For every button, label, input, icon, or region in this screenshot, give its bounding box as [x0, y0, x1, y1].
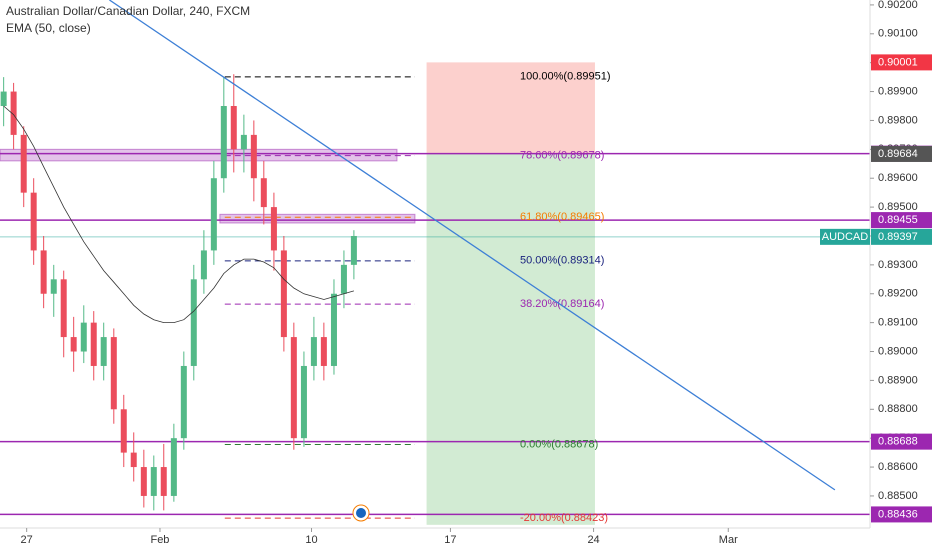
candle-body: [20, 134, 27, 193]
candle-body: [40, 250, 47, 294]
candle-body: [350, 235, 357, 265]
candle-body: [290, 337, 297, 439]
chart-title: Australian Dollar/Canadian Dollar, 240, …: [6, 4, 250, 18]
stop-tag: [871, 54, 932, 71]
symbol-tag-text: AUDCAD: [822, 231, 869, 243]
candle-body: [120, 409, 127, 453]
y-tick-label: 0.90100: [878, 28, 918, 40]
candle-body: [330, 293, 337, 366]
level-tag: [871, 433, 932, 450]
event-icon: [352, 504, 370, 522]
fib-label: 61.80%(0.89465): [520, 211, 604, 223]
fib-label: 50.00%(0.89314): [520, 255, 604, 267]
candle-body: [180, 365, 187, 439]
fib-label: 0.00%(0.88678): [520, 438, 598, 450]
fib-label: 100.00%(0.89951): [520, 71, 611, 83]
candle-body: [220, 106, 227, 179]
candle-body: [320, 337, 327, 366]
target-zone: [426, 153, 595, 525]
candle-body: [240, 134, 247, 150]
fib-label: -20.00%(0.88423): [520, 512, 608, 524]
plot: 100.00%(0.89951) 78.60%(0.89678) 61.80%(0.…: [0, 0, 870, 525]
x-tick-label: Feb: [150, 534, 169, 546]
candle-body: [310, 337, 317, 366]
candle-body: [260, 178, 267, 208]
y-tick-label: 0.89800: [878, 114, 918, 126]
candle-body: [90, 322, 97, 366]
zone: [0, 148, 398, 162]
x-tick-label: Mar: [719, 534, 738, 546]
fib-label: 38.20%(0.89164): [520, 298, 604, 310]
y-tick-label: 0.90200: [878, 0, 918, 11]
entry-tag: [871, 145, 932, 162]
level-tag-text: 0.89455: [878, 214, 918, 226]
candle-body: [110, 337, 117, 410]
y-tick-label: 0.88600: [878, 461, 918, 473]
y-tick-label: 0.89000: [878, 345, 918, 357]
candle-body: [70, 337, 77, 352]
x-tick-label: 17: [444, 534, 456, 546]
y-tick-label: 0.89200: [878, 288, 918, 300]
level-tag-text: 0.88436: [878, 508, 918, 520]
candle-body: [150, 467, 157, 496]
candle-body: [210, 178, 217, 251]
trend-line: [109, 0, 836, 491]
candle-body: [140, 467, 147, 496]
price-tag: [871, 228, 932, 245]
x-tick-label: 27: [21, 534, 33, 546]
candle-body: [0, 91, 7, 107]
y-tick-label: 0.89300: [878, 259, 918, 271]
candle-body: [60, 279, 67, 338]
candle-body: [280, 250, 287, 338]
indicator-label: EMA (50, close): [6, 21, 91, 35]
level-tag: [871, 506, 932, 523]
price-tag-text: 0.89397: [878, 231, 918, 243]
y-tick-label: 0.89900: [878, 85, 918, 97]
stop-tag-text: 0.90001: [878, 56, 918, 68]
candle-body: [160, 467, 167, 496]
x-tick-label: 10: [305, 534, 317, 546]
level-tag-text: 0.88688: [878, 436, 918, 448]
y-tick-label: 0.89600: [878, 172, 918, 184]
candle-body: [130, 452, 137, 468]
y-tick-label: 0.88900: [878, 374, 918, 386]
y-tick-label: 0.89500: [878, 201, 918, 213]
candle-body: [170, 438, 177, 496]
ema-line: [3, 105, 355, 323]
candle-body: [10, 91, 17, 135]
candle-body: [300, 365, 307, 439]
candle-body: [80, 322, 87, 352]
candle-body: [230, 106, 237, 150]
y-tick-label: 0.88800: [878, 403, 918, 415]
candle-body: [100, 337, 107, 366]
candle-body: [250, 134, 257, 179]
candle-body: [270, 207, 277, 251]
candle-body: [30, 192, 37, 251]
fib-label: 78.60%(0.89678): [520, 150, 604, 162]
candle-body: [200, 250, 207, 280]
zone: [219, 213, 416, 224]
stop-zone: [426, 62, 595, 154]
level-tag: [871, 212, 932, 229]
candle-body: [50, 279, 57, 294]
candle-body: [340, 264, 347, 294]
y-tick-label: 0.89100: [878, 317, 918, 329]
x-tick-label: 24: [587, 534, 599, 546]
entry-tag-text: 0.89684: [878, 148, 918, 160]
symbol-tag: [820, 228, 870, 245]
y-tick-label: 0.88500: [878, 490, 918, 502]
candle-body: [190, 279, 197, 366]
